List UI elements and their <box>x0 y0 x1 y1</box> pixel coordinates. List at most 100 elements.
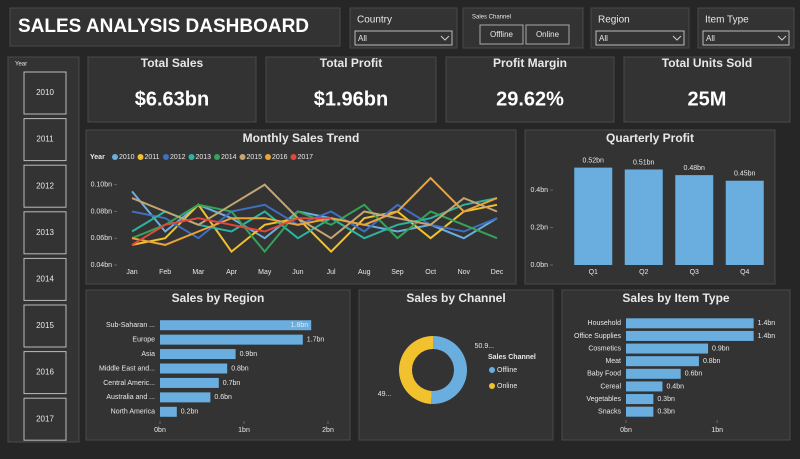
bar <box>626 330 754 341</box>
dropdown[interactable] <box>595 30 685 46</box>
value-label: 49... <box>378 391 392 398</box>
y-tick-label: 0.04bn <box>91 262 113 269</box>
bar <box>626 318 754 329</box>
y-tick-label: 0.2bn <box>530 224 548 231</box>
value-label: 1.4bn <box>758 320 776 327</box>
channel-button[interactable] <box>525 24 570 45</box>
year-button[interactable] <box>23 71 67 115</box>
value-label: 0.7bn <box>223 380 241 387</box>
category-label: Baby Food <box>587 371 621 378</box>
line-series <box>131 183 498 240</box>
bar <box>160 349 236 360</box>
channel-button[interactable] <box>479 24 524 45</box>
dropdown[interactable] <box>354 30 453 46</box>
x-tick-label: Aug <box>358 269 371 276</box>
legend-marker <box>489 383 495 389</box>
slicer-panel <box>697 7 795 49</box>
year-button[interactable] <box>23 397 67 441</box>
x-tick-label: 2bn <box>322 427 334 434</box>
dropdown-chevron <box>440 35 450 41</box>
dropdown[interactable] <box>702 30 790 46</box>
value-label: 0.52bn <box>583 157 605 164</box>
category-label: Europe <box>132 336 155 343</box>
bar <box>160 334 303 345</box>
value-label: 1.8bn <box>291 322 309 329</box>
y-tick-label: 0.10bn <box>91 182 113 189</box>
bar <box>160 406 177 417</box>
bar <box>574 167 613 265</box>
x-tick-label: Q3 <box>690 269 699 276</box>
kpi-label: Profit Margin <box>493 56 567 70</box>
year-slicer-panel <box>7 56 80 443</box>
year-button-label: 2013 <box>36 228 54 237</box>
legend-label: 2017 <box>298 154 314 161</box>
kpi-card <box>623 56 791 123</box>
chart-title: Sales by Channel <box>406 291 505 305</box>
legend-marker <box>265 154 271 160</box>
legend-marker <box>188 154 195 160</box>
category-label: Middle East and... <box>99 365 155 372</box>
channel-button-label: Online <box>536 30 560 39</box>
year-button[interactable] <box>23 164 67 208</box>
category-label: Household <box>588 320 622 327</box>
year-button[interactable] <box>23 118 67 162</box>
legend-marker <box>290 154 297 160</box>
x-tick-label: 1bn <box>238 427 250 434</box>
x-tick-label: Q4 <box>740 269 749 276</box>
line-series <box>131 203 498 254</box>
bar <box>626 394 654 405</box>
x-tick-label: Dec <box>491 269 504 276</box>
dashboard-title: SALES ANALYSIS DASHBOARD <box>18 16 309 37</box>
bar <box>160 320 312 331</box>
value-label: 0.51bn <box>633 159 655 166</box>
category-label: Sub-Saharan ... <box>106 322 155 329</box>
year-button[interactable] <box>23 257 67 301</box>
y-tick-label: 0.08bn <box>91 208 113 215</box>
donut-slice <box>431 336 467 404</box>
bar <box>624 169 663 265</box>
legend-marker <box>112 154 118 160</box>
year-button[interactable] <box>23 351 67 395</box>
x-tick-label: Sep <box>391 269 404 276</box>
value-label: 0.3bn <box>657 396 675 403</box>
value-label: 0.9bn <box>240 351 258 358</box>
slicer-label: Sales Channel <box>472 15 511 21</box>
year-button-label: 2015 <box>36 321 54 330</box>
x-tick-label: Nov <box>458 269 471 276</box>
kpi-card <box>445 56 615 123</box>
bar <box>626 356 699 367</box>
value-label: 0.3bn <box>657 409 675 416</box>
kpi-value: $6.63bn <box>135 88 209 110</box>
line-series <box>131 176 498 246</box>
category-label: Cosmetics <box>588 345 621 352</box>
kpi-label: Total Units Sold <box>662 56 752 70</box>
category-label: Cereal <box>600 383 621 390</box>
donut-slice <box>398 336 433 404</box>
year-button-label: 2014 <box>36 275 54 284</box>
bar <box>626 381 663 392</box>
slicer-label: Country <box>357 15 392 26</box>
value-label: 0.6bn <box>685 371 703 378</box>
x-tick-label: Jul <box>327 269 336 276</box>
legend-marker <box>489 367 495 373</box>
value-label: 0.45bn <box>734 171 756 178</box>
kpi-card <box>87 56 257 123</box>
kpi-label: Total Profit <box>320 56 382 70</box>
year-button[interactable] <box>23 211 67 255</box>
slicer-panel <box>349 7 458 49</box>
category-label: North America <box>111 409 155 416</box>
bar <box>725 180 764 265</box>
category-label: Australia and ... <box>106 394 155 401</box>
value-label: 50.9... <box>475 343 495 350</box>
dropdown-value: All <box>706 34 715 43</box>
legend-label: Offline <box>497 367 517 374</box>
year-button[interactable] <box>23 304 67 348</box>
value-label: 0.6bn <box>214 394 232 401</box>
category-label: Office Supplies <box>574 333 621 340</box>
value-label: 0.9bn <box>712 345 730 352</box>
legend-label: 2012 <box>170 154 186 161</box>
legend-label: 2016 <box>272 154 288 161</box>
bar <box>160 392 211 403</box>
x-tick-label: Apr <box>226 269 238 276</box>
value-label: 1.4bn <box>758 333 776 340</box>
